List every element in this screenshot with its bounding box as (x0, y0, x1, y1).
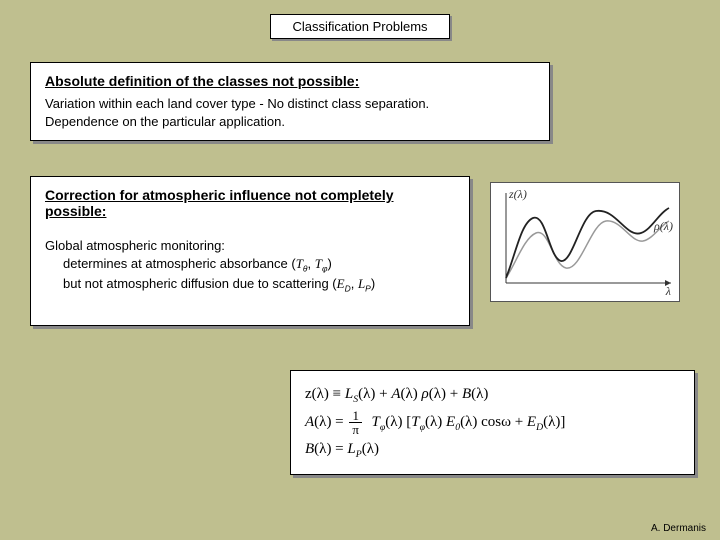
equation-3: B(λ) = LP(λ) (305, 436, 680, 464)
curve-rho (506, 221, 669, 278)
panel-atmospheric-correction: Correction for atmospheric influence not… (30, 176, 470, 326)
text: determines at atmospheric absorbance ( (63, 256, 296, 271)
panel-absolute-definition: Absolute definition of the classes not p… (30, 62, 550, 141)
equations-panel: z(λ) ≡ LS(λ) + A(λ) ρ(λ) + B(λ) A(λ) = 1… (290, 370, 695, 475)
text: ) (371, 276, 375, 291)
page-title: Classification Problems (292, 19, 427, 34)
var-t1: T (296, 256, 303, 271)
equation-1: z(λ) ≡ LS(λ) + A(λ) ρ(λ) + B(λ) (305, 381, 680, 409)
text: , (308, 256, 315, 271)
panel1-line1: Variation within each land cover type - … (45, 95, 535, 113)
rho-label: ρ(λ) (654, 219, 673, 234)
text: , (351, 276, 358, 291)
panel2-line3: but not atmospheric diffusion due to sca… (45, 275, 455, 295)
x-axis-label: λ (666, 284, 671, 299)
panel2-line2: determines at atmospheric absorbance (Tθ… (45, 255, 455, 275)
panel1-line2: Dependence on the particular application… (45, 113, 535, 131)
text: ) (327, 256, 331, 271)
spectral-chart: z(λ) ρ(λ) λ (490, 182, 680, 302)
panel1-heading: Absolute definition of the classes not p… (45, 73, 535, 89)
author-footer: A. Dermanis (651, 523, 706, 534)
var-e: E (337, 276, 345, 291)
equation-2: A(λ) = 1π Tφ(λ) [Tφ(λ) E0(λ) cosω + ED(λ… (305, 409, 680, 437)
y-axis-label: z(λ) (509, 187, 527, 202)
panel2-heading: Correction for atmospheric influence not… (45, 187, 455, 219)
var-t2: T (315, 256, 322, 271)
title-box: Classification Problems (270, 14, 450, 39)
frac-num: 1 (349, 409, 362, 423)
frac-den: π (349, 423, 362, 436)
panel2-line1: Global atmospheric monitoring: (45, 237, 455, 255)
text: but not atmospheric diffusion due to sca… (63, 276, 337, 291)
